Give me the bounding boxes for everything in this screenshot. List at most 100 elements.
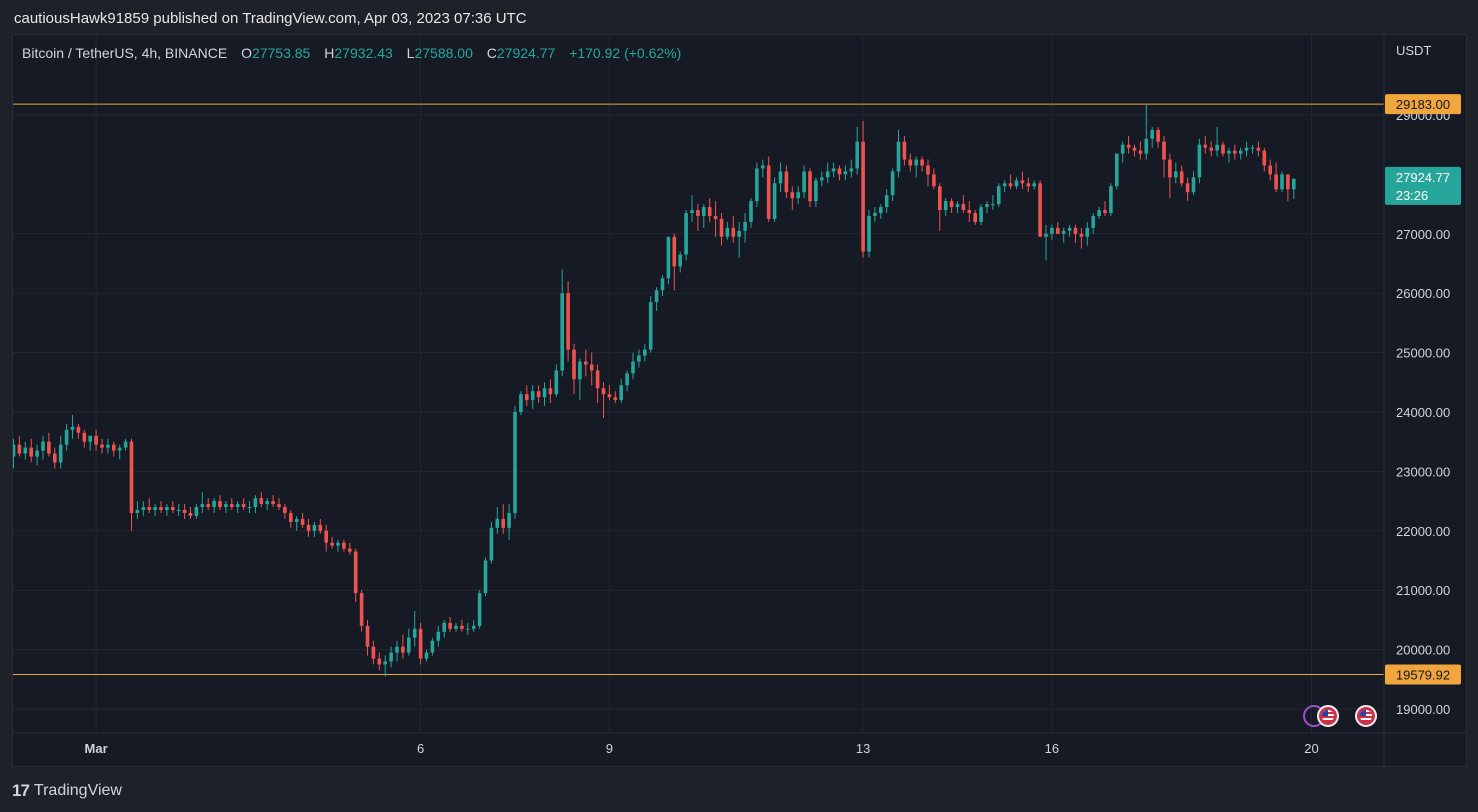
price-tick-label: 27000.00 <box>1396 227 1450 242</box>
candle <box>1191 171 1196 196</box>
candle <box>76 423 81 439</box>
candle-body <box>330 542 334 546</box>
candle-body <box>171 507 175 511</box>
candle <box>949 198 954 214</box>
candle <box>294 515 299 531</box>
price-chart[interactable]: USDT29000.0027000.0026000.0025000.002400… <box>13 35 1468 768</box>
candle-body <box>53 453 57 463</box>
candle <box>778 162 783 193</box>
candle <box>525 385 529 407</box>
candle-body <box>873 213 877 216</box>
candle-body <box>1120 144 1125 154</box>
candle <box>424 649 429 662</box>
axes[interactable]: USDT29000.0027000.0026000.0025000.002400… <box>85 43 1468 756</box>
candle-body <box>1268 165 1272 175</box>
candle-body <box>353 551 358 594</box>
open-value: 27753.85 <box>251 45 311 61</box>
candle-body <box>908 159 913 166</box>
candle-body <box>778 171 783 184</box>
time-tick-label: 6 <box>417 741 424 756</box>
candle-body <box>13 444 16 457</box>
candle-body <box>1056 227 1060 234</box>
candle-body <box>188 512 193 516</box>
candle-body <box>631 361 635 374</box>
candle <box>165 504 169 516</box>
candle <box>1073 224 1078 243</box>
candle-body <box>377 658 382 665</box>
candle-body <box>206 504 210 508</box>
candle <box>289 510 293 528</box>
candle-body <box>802 171 806 193</box>
candle <box>648 296 653 353</box>
candle <box>884 189 889 214</box>
candle-body <box>436 631 441 641</box>
candle <box>519 391 523 415</box>
candle-body <box>1256 147 1261 151</box>
candle <box>843 165 848 181</box>
candle-body <box>790 192 795 199</box>
candle <box>731 215 736 243</box>
candle <box>855 126 859 175</box>
candle <box>159 501 163 513</box>
candle-body <box>949 201 954 208</box>
candle-body <box>324 530 328 543</box>
candle-body <box>1156 129 1160 142</box>
candle <box>106 438 110 454</box>
candle <box>1215 126 1219 157</box>
candle <box>1209 141 1213 157</box>
candle <box>955 201 960 214</box>
candle <box>401 634 405 659</box>
candle <box>129 438 134 531</box>
candle <box>943 198 948 216</box>
candle-body <box>855 141 859 169</box>
candle <box>1120 141 1125 163</box>
candle <box>1174 162 1178 184</box>
candle <box>849 159 854 178</box>
candle <box>1280 171 1284 193</box>
candle-body <box>1061 230 1066 234</box>
time-tick-label: 20 <box>1304 741 1318 756</box>
candle <box>501 504 505 534</box>
candle-body <box>29 447 33 457</box>
candle <box>820 171 824 187</box>
candle <box>442 619 446 638</box>
candle <box>117 444 122 460</box>
price-tick-label: 24000.00 <box>1396 405 1450 420</box>
candle-body <box>1162 141 1166 160</box>
us-flag-event-icon-2[interactable] <box>1355 705 1377 727</box>
candle-body <box>1050 227 1054 234</box>
time-tick-label: 9 <box>606 741 613 756</box>
candle <box>230 498 234 511</box>
candle <box>997 183 1001 208</box>
candle-body <box>896 141 901 172</box>
chart-pane[interactable]: USDT 29000.00 27000.00 26000.00 25000.00 2400… <box>12 34 1468 768</box>
tradingview-logo[interactable]: 17 TradingView <box>12 781 122 801</box>
candle <box>1103 201 1107 216</box>
candle <box>548 379 553 404</box>
candle-body <box>678 254 682 267</box>
candle <box>283 504 287 519</box>
candle-body <box>182 510 187 513</box>
candle-body <box>589 364 594 371</box>
candle-body <box>1038 183 1042 237</box>
change-value: +170.92 (+0.62%) <box>569 45 682 61</box>
candle-body <box>1079 233 1084 237</box>
close-value: 27924.77 <box>496 45 556 61</box>
candle-body <box>1203 144 1208 148</box>
candle-body <box>926 165 930 175</box>
candle-body <box>312 524 317 531</box>
candle-body <box>961 204 966 211</box>
us-flag-event-icon[interactable] <box>1317 705 1339 727</box>
time-tick-label: Mar <box>85 741 108 756</box>
candle <box>684 210 688 261</box>
candle <box>336 539 340 552</box>
candle-body <box>619 385 623 401</box>
candle-body <box>41 441 45 451</box>
tradingview-mark-icon: 17 <box>12 781 30 800</box>
candle <box>383 655 387 677</box>
candle-body <box>707 207 712 216</box>
candle <box>17 435 22 457</box>
candle <box>643 343 647 362</box>
candle <box>171 501 175 513</box>
candle <box>224 501 228 513</box>
